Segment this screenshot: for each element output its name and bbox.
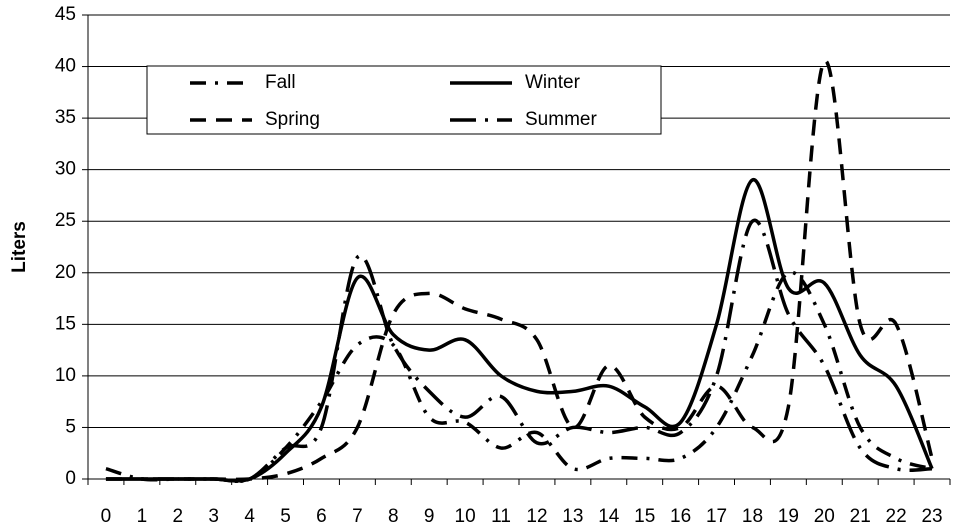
x-tick-label: 20: [814, 506, 835, 527]
series-line: [105, 59, 934, 482]
x-tick-label: 16: [670, 506, 691, 527]
y-tick-label: 5: [65, 416, 76, 437]
legend-label: Spring: [265, 109, 320, 130]
y-tick-label: 35: [55, 107, 76, 128]
x-tick-label: 6: [316, 506, 327, 527]
x-tick-label: 10: [455, 506, 476, 527]
legend-label: Winter: [525, 72, 581, 93]
y-tick-label: 25: [55, 210, 76, 231]
series-line: [105, 178, 934, 483]
y-tick-label: 15: [55, 313, 76, 334]
x-tick-label: 12: [526, 506, 547, 527]
x-tick-label: 5: [280, 506, 291, 527]
x-tick-label: 13: [562, 506, 583, 527]
y-tick-label: 10: [55, 365, 76, 386]
x-tick-label: 23: [921, 506, 942, 527]
x-tick-label: 9: [424, 506, 435, 527]
y-tick-label: 20: [55, 262, 76, 283]
x-tick-label: 15: [634, 506, 655, 527]
x-tick-label: 18: [742, 506, 763, 527]
y-tick-label: 0: [65, 468, 76, 489]
x-tick-label: 0: [101, 506, 112, 527]
legend: Fall Spring Winter Summer: [146, 65, 662, 135]
legend-box: [146, 65, 662, 135]
x-tick-label: 19: [778, 506, 799, 527]
x-tick-label: 17: [706, 506, 727, 527]
x-tick-label: 3: [208, 506, 219, 527]
series-line: [105, 218, 933, 484]
legend-label: Fall: [265, 72, 296, 93]
series-line: [105, 270, 933, 484]
x-tick-label: 21: [850, 506, 871, 527]
x-tick-label: 14: [598, 506, 620, 527]
y-tick-label: 45: [55, 4, 76, 25]
y-tick-label: 40: [55, 56, 76, 77]
x-tick-label: 2: [173, 506, 184, 527]
legend-label: Summer: [525, 109, 597, 130]
x-tick-label: 1: [137, 506, 148, 527]
x-tick-label: 11: [491, 506, 511, 527]
y-axis-label: Liters: [9, 221, 30, 273]
x-tick-label: 4: [244, 506, 255, 527]
x-tick-label: 22: [886, 506, 907, 527]
y-tick-label: 30: [55, 159, 76, 180]
x-tick-label: 7: [352, 506, 363, 527]
x-tick-label: 8: [388, 506, 399, 527]
